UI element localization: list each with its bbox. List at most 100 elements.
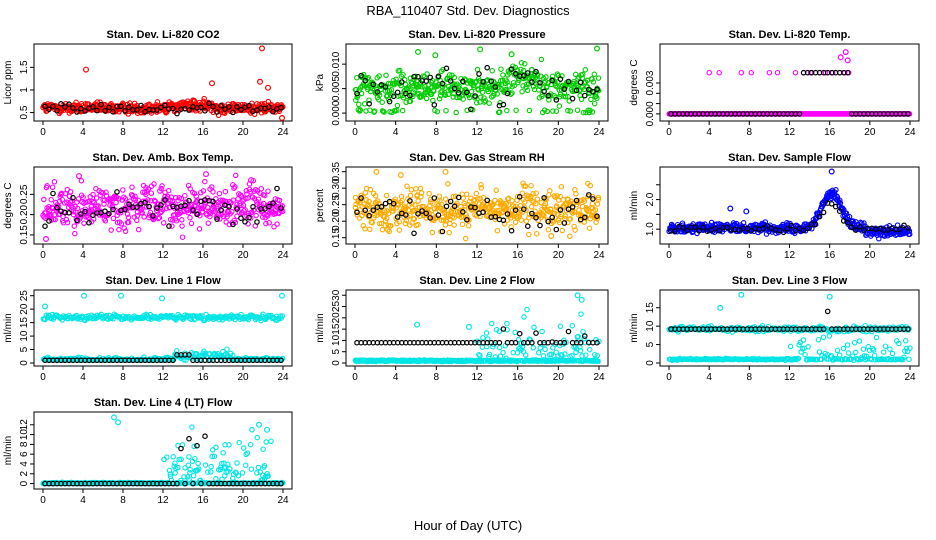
data-point bbox=[224, 213, 230, 220]
data-point bbox=[426, 190, 432, 197]
x-tick-label: 16 bbox=[512, 250, 524, 261]
y-tick-label: 5 bbox=[331, 348, 342, 354]
data-point bbox=[494, 84, 501, 91]
black-point bbox=[905, 111, 911, 117]
black-point bbox=[529, 79, 535, 85]
x-tick-label: 20 bbox=[553, 127, 565, 138]
outlier-point bbox=[248, 177, 255, 184]
black-point bbox=[266, 104, 272, 110]
x-tick-label: 4 bbox=[393, 250, 399, 261]
data-point bbox=[390, 208, 396, 214]
data-point bbox=[559, 227, 566, 234]
outlier-point bbox=[743, 208, 750, 215]
y-tick-label: 5 bbox=[645, 341, 656, 347]
data-point bbox=[399, 197, 405, 204]
black-point bbox=[162, 197, 168, 203]
panel-title: Stan. Dev. Gas Stream RH bbox=[409, 152, 545, 164]
data-point bbox=[367, 186, 374, 193]
outlier-point bbox=[477, 46, 484, 53]
data-point bbox=[478, 185, 484, 191]
data-point bbox=[205, 220, 212, 226]
data-point bbox=[366, 203, 373, 210]
black-point bbox=[110, 109, 116, 115]
black-point bbox=[126, 201, 132, 208]
panel-frame bbox=[33, 289, 293, 367]
data-point bbox=[533, 230, 540, 237]
data-point bbox=[354, 74, 360, 81]
black-point bbox=[46, 218, 52, 224]
data-point bbox=[419, 84, 425, 90]
black-point bbox=[98, 101, 104, 108]
black-point bbox=[102, 107, 108, 114]
data-point bbox=[358, 90, 365, 97]
x-tick-label: 8 bbox=[434, 372, 440, 383]
data-point bbox=[487, 83, 493, 90]
black-point bbox=[122, 206, 128, 213]
data-point bbox=[567, 108, 574, 114]
black-point bbox=[435, 73, 442, 80]
x-tick-label: 4 bbox=[80, 250, 86, 261]
data-point bbox=[230, 197, 237, 203]
data-point bbox=[262, 192, 268, 199]
data-point bbox=[468, 88, 475, 95]
data-point bbox=[160, 220, 167, 226]
data-point bbox=[187, 214, 193, 221]
data-point bbox=[365, 74, 372, 81]
data-point bbox=[562, 93, 569, 100]
x-tick-label: 16 bbox=[512, 372, 524, 383]
x-tick-label: 0 bbox=[40, 250, 46, 261]
data-point bbox=[445, 181, 451, 187]
black-point bbox=[537, 80, 543, 86]
outlier-point bbox=[727, 205, 734, 212]
black-point bbox=[557, 76, 564, 82]
data-point bbox=[59, 190, 65, 197]
data-point bbox=[74, 205, 81, 212]
outlier-point bbox=[279, 114, 286, 121]
data-point bbox=[766, 69, 773, 76]
data-point bbox=[224, 346, 230, 352]
y-tick-label: 0.15 bbox=[331, 228, 342, 248]
x-tick-label: 4 bbox=[80, 127, 86, 138]
black-point bbox=[230, 221, 236, 228]
y-tick-label: 0 bbox=[645, 360, 656, 366]
x-tick-label: 8 bbox=[747, 372, 753, 383]
x-tick-label: 24 bbox=[904, 127, 916, 138]
data-point bbox=[182, 192, 188, 199]
x-tick-label: 0 bbox=[666, 127, 672, 138]
black-point bbox=[186, 107, 192, 113]
black-point bbox=[246, 102, 252, 109]
data-point bbox=[134, 217, 140, 224]
data-point bbox=[415, 198, 421, 204]
data-point bbox=[521, 314, 527, 320]
black-point bbox=[358, 72, 364, 79]
data-point bbox=[408, 187, 415, 193]
black-point bbox=[222, 106, 228, 112]
data-point bbox=[418, 190, 425, 196]
data-point bbox=[424, 71, 430, 77]
y-tick-label: 0.20 bbox=[331, 211, 342, 231]
data-point bbox=[122, 228, 129, 235]
data-point bbox=[265, 98, 272, 105]
panel-title: Stan. Dev. Line 2 Flow bbox=[419, 275, 535, 287]
data-point bbox=[381, 207, 388, 213]
black-point bbox=[78, 211, 84, 217]
black-point bbox=[134, 204, 140, 210]
black-point bbox=[585, 86, 592, 93]
panel-ylabel: ml/min bbox=[315, 313, 326, 342]
black-point bbox=[58, 101, 64, 107]
data-point bbox=[44, 183, 50, 189]
black-point bbox=[374, 89, 381, 95]
data-point bbox=[113, 199, 119, 206]
data-point bbox=[109, 204, 116, 210]
black-point bbox=[431, 102, 438, 108]
black-point bbox=[206, 100, 212, 107]
data-point bbox=[122, 196, 129, 202]
data-point bbox=[454, 94, 460, 101]
data-point bbox=[430, 200, 436, 206]
data-point bbox=[531, 324, 537, 331]
data-point bbox=[232, 172, 239, 179]
data-point bbox=[132, 197, 139, 203]
data-point bbox=[116, 195, 122, 202]
y-tick-label: 15 bbox=[645, 302, 656, 314]
